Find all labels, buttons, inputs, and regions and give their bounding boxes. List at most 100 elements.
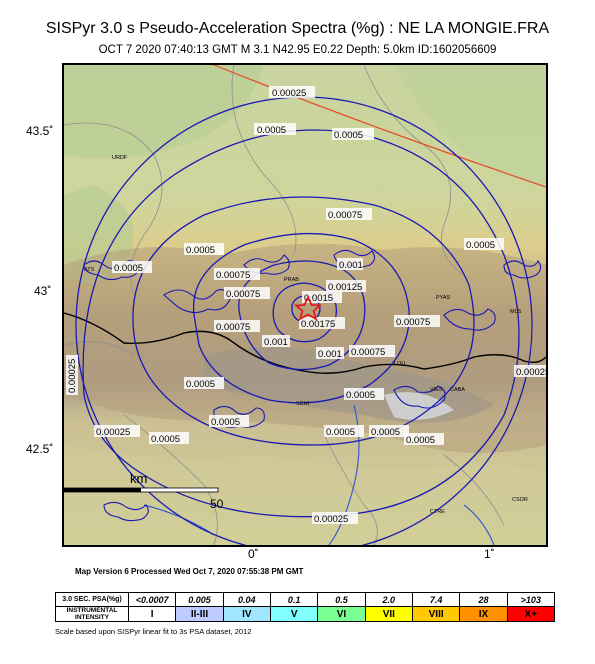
contour-label: 0.0005	[149, 432, 189, 445]
svg-text:VIES: VIES	[430, 387, 443, 393]
contour-label: 0.00075	[349, 345, 395, 358]
svg-text:MLS: MLS	[510, 309, 522, 315]
scale-bar: km 50	[64, 471, 224, 511]
contour-label: 0.0005	[254, 123, 296, 136]
contour-label: 0.00025	[66, 355, 78, 395]
psa-value: 0.5	[317, 592, 366, 607]
intensity-cell: II-III	[175, 606, 224, 622]
contour-0-0005	[82, 129, 520, 518]
svg-text:0.0005: 0.0005	[334, 130, 363, 141]
lat-label-42-5: 42.5˚	[26, 442, 54, 456]
contour-label: 0.00075	[214, 320, 260, 333]
lon-label-1: 1˚	[484, 547, 495, 561]
svg-text:CTRE: CTRE	[430, 509, 445, 515]
svg-text:0.001: 0.001	[318, 349, 342, 360]
svg-text:0.0005: 0.0005	[186, 379, 215, 390]
psa-value: 28	[459, 592, 508, 607]
psa-value: 2.0	[364, 592, 413, 607]
lat-label-43-5: 43.5˚	[26, 124, 54, 138]
contour-label: 0.00075	[224, 287, 270, 300]
svg-text:LOU: LOU	[394, 361, 405, 367]
scale-value: 50	[210, 497, 224, 511]
epicenter-star-icon[interactable]	[293, 294, 323, 321]
contour-label: 0.0015	[302, 291, 342, 304]
contour-label: 0.00025	[514, 365, 546, 378]
svg-text:0.0005: 0.0005	[346, 390, 375, 401]
contour-0-00075	[132, 196, 475, 446]
svg-text:ATS: ATS	[84, 267, 95, 273]
intensity-cell: IV	[222, 606, 271, 622]
svg-text:0.00075: 0.00075	[351, 347, 385, 358]
psa-value: 0.1	[269, 592, 319, 607]
contour-label: 0.0005	[184, 243, 224, 256]
lowland-area	[394, 65, 546, 185]
intensity-row: INSTRUMENTAL INTENSITY I II-III IV V VI …	[55, 606, 556, 622]
svg-text:0.00075: 0.00075	[226, 289, 260, 300]
psa-value: 7.4	[411, 592, 461, 607]
contour-label: 0.0005	[209, 415, 249, 428]
psa-value: <0.0007	[127, 592, 177, 607]
svg-text:0.0005: 0.0005	[151, 434, 180, 445]
svg-text:CABA: CABA	[450, 387, 465, 393]
svg-text:0.0005: 0.0005	[186, 245, 215, 256]
psa-value: >103	[506, 592, 556, 607]
processed-info: Map Version 6 Processed Wed Oct 7, 2020 …	[75, 567, 304, 576]
contour-label: 0.0005	[332, 128, 374, 141]
svg-text:0.0005: 0.0005	[257, 125, 286, 136]
station-labels: URDF ATS PRAB PYAS MLS VIES CABA SCHI CS…	[84, 155, 528, 515]
contour-label: 0.0005	[324, 425, 364, 438]
svg-text:0.001: 0.001	[264, 337, 288, 348]
contour-label: 0.0005	[184, 377, 224, 390]
svg-text:0.0005: 0.0005	[211, 417, 240, 428]
intensity-cell: VIII	[411, 606, 461, 622]
lon-label-0: 0˚	[248, 547, 259, 561]
contour-label: 0.00025	[94, 425, 140, 438]
svg-text:0.00075: 0.00075	[396, 317, 430, 328]
svg-text:0.0005: 0.0005	[326, 427, 355, 438]
contour-value-labels: 0.00025 0.0005 0.0005 0.00075 0.0005 0.0…	[66, 86, 546, 525]
contour-label: 0.00075	[394, 315, 440, 328]
svg-text:0.00125: 0.00125	[328, 282, 362, 293]
contour-label: 0.0005	[464, 238, 504, 251]
scale-unit: km	[130, 471, 147, 486]
national-border	[64, 312, 546, 374]
contour-label: 0.00025	[312, 512, 358, 525]
shakemap[interactable]: 0.00025 0.0005 0.0005 0.00075 0.0005 0.0…	[62, 63, 548, 547]
svg-text:0.00175: 0.00175	[301, 319, 335, 330]
svg-text:0.001: 0.001	[339, 260, 363, 271]
lowland-area	[64, 65, 264, 159]
intensity-cell: IX	[459, 606, 508, 622]
svg-text:PYAS: PYAS	[436, 295, 451, 301]
intensity-cell: I	[127, 606, 177, 622]
contour-label: 0.0005	[369, 425, 409, 438]
intensity-cell: V	[269, 606, 319, 622]
fault-line	[213, 65, 546, 188]
contour-label: 0.00075	[214, 268, 260, 281]
contour-label: 0.001	[262, 335, 290, 348]
map-canvas: 0.00025 0.0005 0.0005 0.00075 0.0005 0.0…	[64, 65, 546, 545]
psa-row: 3.0 SEC. PSA(%g) <0.0007 0.005 0.04 0.1 …	[55, 592, 556, 607]
intensity-legend: 3.0 SEC. PSA(%g) <0.0007 0.005 0.04 0.1 …	[55, 592, 556, 622]
contour-label: 0.001	[337, 258, 363, 271]
psa-value: 0.005	[175, 592, 224, 607]
psa-value: 0.04	[222, 592, 271, 607]
svg-text:0.00075: 0.00075	[216, 270, 250, 281]
scale-footnote: Scale based upon SISPyr linear fit to 3s…	[55, 627, 252, 636]
svg-text:0.0005: 0.0005	[114, 263, 143, 274]
svg-text:0.00075: 0.00075	[328, 210, 362, 221]
svg-text:CSOR: CSOR	[512, 497, 528, 503]
contour-label: 0.00125	[326, 280, 366, 293]
foothills	[64, 445, 546, 545]
svg-text:0.00025: 0.00025	[516, 367, 546, 378]
contour-label: 0.00175	[299, 317, 345, 330]
contour-label: 0.0005	[344, 388, 384, 401]
admin-boundaries	[64, 65, 505, 545]
svg-text:PRAB: PRAB	[284, 277, 299, 283]
contour-label: 0.00075	[326, 208, 372, 221]
svg-text:0.00025: 0.00025	[272, 88, 306, 99]
event-info: OCT 7 2020 07:40:13 GMT M 3.1 N42.95 E0.…	[98, 44, 497, 56]
svg-text:0.00025: 0.00025	[96, 427, 130, 438]
contour-label: 0.00025	[269, 86, 315, 99]
svg-text:0.0015: 0.0015	[304, 293, 333, 304]
psa-header: 3.0 SEC. PSA(%g)	[55, 592, 129, 607]
